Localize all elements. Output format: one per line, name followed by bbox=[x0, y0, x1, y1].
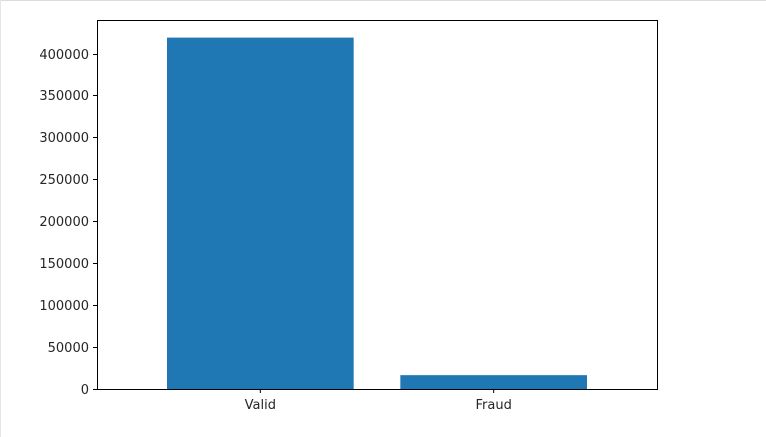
y-tick-label: 250000 bbox=[39, 173, 89, 188]
frame-top-border bbox=[0, 0, 766, 1]
y-tick-label: 50000 bbox=[48, 341, 89, 356]
y-tick-label: 150000 bbox=[39, 257, 89, 272]
frame-left-border bbox=[0, 0, 1, 437]
y-tick-label: 0 bbox=[81, 383, 89, 398]
bar-fraud bbox=[400, 375, 587, 389]
y-tick-label: 400000 bbox=[39, 48, 89, 63]
x-axis: Valid Fraud bbox=[245, 389, 512, 413]
y-tick-label: 300000 bbox=[39, 131, 89, 146]
y-tick-label: 200000 bbox=[39, 215, 89, 230]
x-tick-label: Fraud bbox=[475, 398, 511, 413]
bar-valid bbox=[167, 37, 354, 390]
y-tick-label: 350000 bbox=[39, 89, 89, 104]
y-tick-label: 100000 bbox=[39, 299, 89, 314]
x-tick-label: Valid bbox=[245, 398, 276, 413]
bars-group bbox=[167, 37, 587, 390]
y-axis: 0 50000 100000 150000 200000 250000 300000 3500… bbox=[39, 48, 97, 398]
plot-area-frame bbox=[97, 20, 658, 390]
